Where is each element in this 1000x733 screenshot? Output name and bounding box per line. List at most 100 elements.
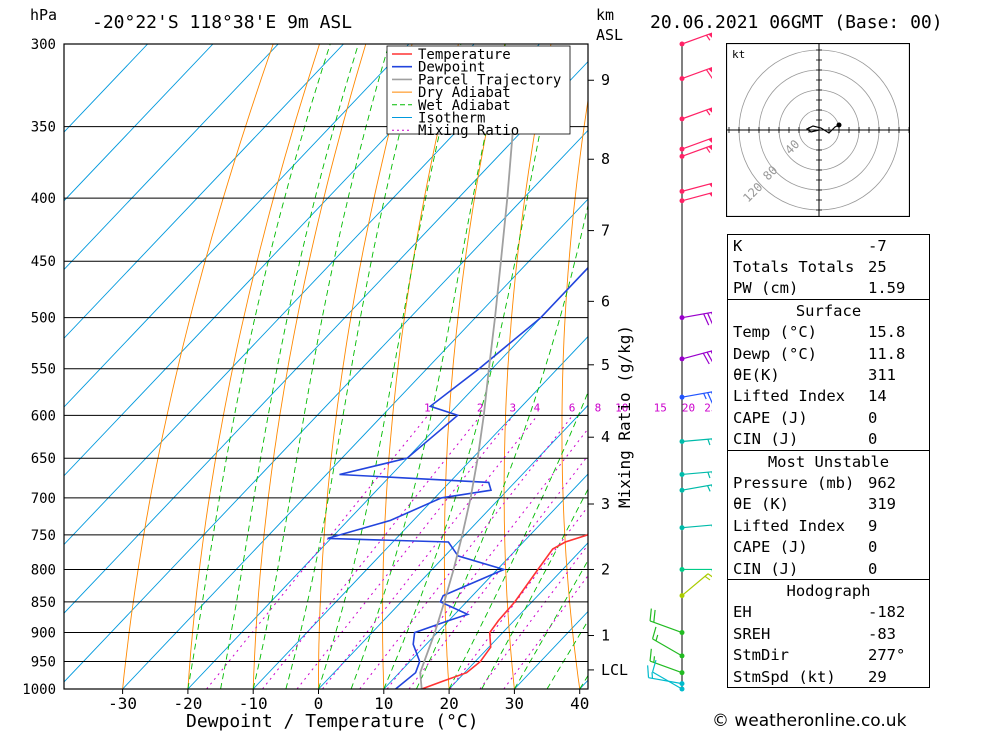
wind-barbs: [647, 32, 712, 692]
indices-value: 0: [868, 428, 930, 451]
mixing-ratio-tick-label: 2: [477, 401, 484, 414]
indices-table: K -7 Totals Totals 25 PW (cm) 1.59 Surface Temp…: [727, 234, 930, 689]
legend-item-label: Dry Adiabat: [418, 85, 511, 101]
wind-barb: [651, 659, 685, 692]
indices-label: CAPE (J): [727, 536, 868, 558]
isotherm-line: [64, 60, 588, 614]
wind-barb: [679, 573, 712, 599]
mixing-ratio-line: [206, 414, 429, 689]
indices-row: StmSpd (kt) 29: [727, 665, 930, 689]
indices-label: CIN (J): [727, 428, 868, 451]
indices-value: -182: [868, 601, 930, 624]
height-unit-km: km: [596, 6, 615, 24]
pressure-tick-label: 900: [31, 626, 56, 642]
indices-section-row: Hodograph: [727, 579, 930, 602]
dewpoint-line: [327, 266, 588, 689]
wind-barb: [649, 608, 685, 636]
pressure-tick-label: 1000: [22, 682, 56, 698]
indices-row: CAPE (J) 0: [727, 536, 930, 558]
wind-barb: [679, 144, 712, 159]
indices-value: 0: [868, 407, 930, 429]
dry-adiabat-line: [122, 44, 274, 689]
indices-value: -7: [868, 234, 930, 257]
mixing-ratio-line: [503, 574, 588, 689]
isotherm-line: [448, 542, 588, 689]
wet-adiabat-line: [579, 674, 588, 689]
height-unit-asl: ASL: [596, 26, 624, 44]
indices-value: 277°: [868, 644, 930, 666]
indices-row: CAPE (J) 0: [727, 407, 930, 429]
height-tick-label: 2: [601, 560, 610, 578]
location-title: -20°22'S 118°38'E 9m ASL: [92, 12, 353, 33]
wind-barb: [679, 484, 712, 493]
mixing-ratio-tick-label: 25: [704, 401, 712, 414]
isotherm-line: [645, 44, 712, 689]
wind-barb: [679, 137, 712, 152]
pressure-tick-label: 500: [31, 311, 56, 327]
indices-row: K -7: [727, 234, 930, 257]
isotherm-line: [122, 198, 588, 689]
mixing-ratio-label: Mixing Ratio (g/kg): [615, 325, 634, 508]
height-tick-label: LCL: [601, 661, 628, 679]
dry-adiabat-line: [443, 44, 506, 689]
indices-label: PW (cm): [727, 277, 868, 300]
pressure-tick-label: 750: [31, 528, 56, 544]
legend-item-label: Temperature: [418, 47, 511, 63]
indices-label: SREH: [727, 623, 868, 645]
pressure-tick-label: 650: [31, 451, 56, 467]
indices-value: 11.8: [868, 342, 930, 365]
datetime-title: 20.06.2021 06GMT (Base: 00): [650, 12, 943, 33]
indices-row: StmDir 277°: [727, 644, 930, 666]
x-axis-label: Dewpoint / Temperature (°C): [186, 711, 479, 732]
dry-adiabat-line: [561, 97, 588, 689]
wet-adiabat-line: [285, 44, 424, 689]
x-tick-label: -30: [108, 694, 137, 713]
isotherm-line: [383, 473, 588, 689]
indices-value: 9: [868, 515, 930, 537]
height-tick-label: 4: [601, 428, 610, 446]
isotherm-line: [64, 44, 410, 408]
isotherm-line: [187, 267, 588, 689]
wet-adiabat-line: [481, 488, 588, 689]
x-tick-label: 30: [505, 694, 524, 713]
indices-section-title: Most Unstable: [727, 449, 930, 473]
mixing-ratio-line: [386, 428, 588, 689]
indices-row: EH -182: [727, 601, 930, 624]
mixing-ratio-tick-label: 8: [595, 401, 602, 414]
wind-barb: [679, 107, 712, 122]
pressure-tick-label: 950: [31, 655, 56, 671]
height-tick-label: 8: [601, 150, 610, 168]
wet-adiabat-line: [448, 391, 588, 689]
dry-adiabat-line: [252, 44, 367, 689]
legend-item-label: Dewpoint: [418, 60, 485, 76]
indices-row: θE (K) 319: [727, 493, 930, 516]
legend-item-label: Mixing Ratio: [418, 123, 519, 139]
mixing-ratio-line: [359, 414, 574, 689]
wind-barb: [679, 192, 712, 204]
isotherm-line: [64, 44, 148, 133]
indices-section-title: Hodograph: [727, 579, 930, 602]
mixing-ratio-tick-label: 20: [682, 401, 695, 414]
wind-barb: [679, 32, 712, 47]
indices-row: Dewp (°C) 11.8: [727, 342, 930, 365]
wind-barb: [679, 524, 712, 531]
pressure-tick-label: 600: [31, 408, 56, 424]
isotherm-line: [318, 404, 588, 689]
x-tick-label: 40: [570, 694, 589, 713]
mixing-ratio-tick-label: 4: [534, 401, 541, 414]
indices-value: 0: [868, 536, 930, 558]
x-tick-label: 0: [314, 694, 324, 713]
wind-barb: [679, 566, 712, 572]
hodograph-trace: [805, 124, 840, 134]
indices-row: Temp (°C) 15.8: [727, 321, 930, 343]
indices-row: Totals Totals 25: [727, 256, 930, 278]
isotherm-line: [64, 44, 279, 271]
isotherm-line: [64, 129, 588, 683]
isotherm-line: [252, 335, 588, 689]
isotherm-line: [64, 44, 344, 339]
indices-row: Pressure (mb) 962: [727, 472, 930, 494]
height-tick-label: 3: [601, 495, 610, 513]
indices-row: θE(K) 311: [727, 364, 930, 386]
skew-t-diagram: 3003504004505005506006507007508008509009…: [22, 32, 712, 732]
